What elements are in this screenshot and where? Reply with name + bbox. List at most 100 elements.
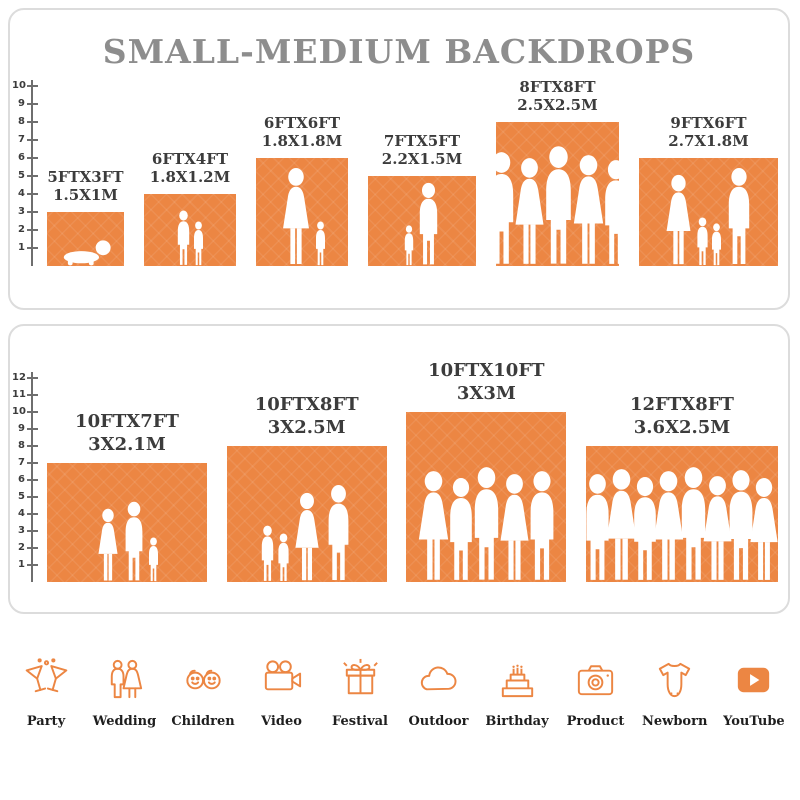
category-item-festival: Festival <box>328 656 392 729</box>
backdrop-bar-group: 6FTX6FT 1.8X1.8M <box>256 114 348 266</box>
child-silhouette <box>258 525 277 582</box>
backdrop-size-label: 12FTX8FT 3.6X2.5M <box>630 394 734 439</box>
backdrop-bar-group: 10FTX7FT 3X2.1M <box>47 411 207 582</box>
y-axis-tick-label: 4 <box>18 508 25 519</box>
size-m-label: 1.8X1.8M <box>261 132 343 151</box>
adult-silhouette <box>627 476 663 582</box>
people-silhouettes <box>639 167 778 266</box>
category-label: Video <box>261 714 302 729</box>
size-ft-label: 6FTX6FT <box>263 113 341 132</box>
female-silhouette <box>697 475 738 582</box>
y-axis-tick <box>27 445 38 447</box>
category-label: Party <box>26 714 66 729</box>
female-silhouette <box>661 174 696 266</box>
y-axis-tick <box>27 411 38 413</box>
adult-silhouette <box>120 501 148 582</box>
y-axis-tick <box>27 428 38 430</box>
size-m-label: 2.2X1.5M <box>381 150 463 169</box>
people-silhouettes <box>406 466 566 582</box>
adult-silhouette <box>674 466 713 582</box>
child-silhouette <box>275 533 292 582</box>
y-axis-tick-label: 12 <box>12 372 26 383</box>
y-axis-tick <box>27 377 38 379</box>
people-silhouettes <box>368 182 476 266</box>
y-axis-line <box>31 372 33 582</box>
y-axis: 1 2 3 4 5 6 7 8 9 10 11 12 <box>12 372 46 582</box>
y-axis-tick-label: 8 <box>18 440 25 451</box>
category-item-newborn: Newborn <box>642 656 707 729</box>
y-axis-tick <box>27 479 38 481</box>
y-axis-tick <box>27 496 38 498</box>
y-axis-tick <box>27 193 38 195</box>
party-icon <box>23 656 70 703</box>
adult-silhouette <box>523 470 561 582</box>
category-label: Product <box>566 714 625 729</box>
y-axis-tick <box>27 175 38 177</box>
backdrop-size-label: 10FTX10FT 3X3M <box>428 360 544 405</box>
female-silhouette <box>567 154 610 266</box>
y-axis-tick-label: 10 <box>12 406 26 417</box>
y-axis-line <box>31 80 33 266</box>
people-silhouettes <box>586 466 778 582</box>
backdrop-size-label: 8FTX8FT 2.5X2.5M <box>517 78 597 116</box>
category-item-video: Video <box>250 656 314 729</box>
adult-silhouette <box>467 466 506 582</box>
backdrop-bar <box>639 158 778 266</box>
panel-small-medium-bottom: 1 2 3 4 5 6 7 8 9 10 11 12 10FTX7FT 3X2.1M 10FTX8FT 3X2… <box>8 324 790 614</box>
y-axis-tick <box>27 462 38 464</box>
female-silhouette <box>509 157 550 266</box>
female-silhouette <box>94 508 122 582</box>
category-item-wedding: Wedding <box>93 656 157 729</box>
category-label: Children <box>171 714 235 729</box>
category-item-product: Product <box>564 656 628 729</box>
baby-silhouette <box>57 239 114 266</box>
size-ft-label: 10FTX7FT <box>75 411 179 432</box>
backdrop-bar <box>585 446 778 582</box>
category-item-youtube: YouTube <box>722 656 786 729</box>
adult-silhouette <box>722 469 760 582</box>
child-silhouette <box>694 217 711 266</box>
y-axis-tick-label: 4 <box>18 188 25 199</box>
category-item-birthday: Birthday <box>485 656 549 729</box>
size-m-label: 3X3M <box>456 382 516 404</box>
size-m-label: 2.7X1.8M <box>668 132 749 151</box>
y-axis-tick-label: 9 <box>18 423 25 434</box>
y-axis-tick <box>27 211 38 213</box>
female-silhouette <box>647 470 690 582</box>
outdoor-icon <box>415 656 462 703</box>
y-axis-tick-label: 9 <box>18 98 25 109</box>
y-axis-tick <box>27 513 38 515</box>
category-item-outdoor: Outdoor <box>407 656 471 729</box>
bars-row: 5FTX3FT 1.5X1M 6FTX4FT 1.8X1.2M 6FTX6FT 1.8X1… <box>47 78 778 266</box>
backdrop-size-label: 6FTX6FT 1.8X1.8M <box>262 114 342 152</box>
size-m-label: 1.8X1.2M <box>149 168 231 187</box>
adult-silhouette <box>538 145 579 266</box>
backdrop-bar <box>368 176 476 266</box>
backdrop-bar <box>47 212 124 266</box>
adult-silhouette <box>722 167 756 266</box>
category-label: Festival <box>332 714 388 729</box>
y-axis-tick-label: 10 <box>12 80 26 91</box>
people-silhouettes <box>256 167 348 266</box>
size-ft-label: 12FTX8FT <box>630 394 734 415</box>
size-m-label: 3X2.1M <box>88 433 166 455</box>
adult-silhouette <box>586 473 617 582</box>
y-axis-tick-label: 3 <box>18 525 25 536</box>
video-icon <box>258 656 305 703</box>
y-axis-tick <box>27 564 38 566</box>
size-m-label: 3X2.5M <box>267 416 346 438</box>
female-silhouette <box>600 468 643 582</box>
category-label: YouTube <box>723 714 785 729</box>
panel-small-medium-top: SMALL-MEDIUM BACKDROPS 1 2 3 4 5 6 7 8 9 10 5FTX3F… <box>8 8 790 310</box>
backdrop-bar <box>47 463 207 582</box>
child-silhouette <box>191 221 206 266</box>
y-axis-tick-label: 2 <box>18 224 25 235</box>
size-ft-label: 10FTX10FT <box>428 360 545 381</box>
adult-silhouette <box>496 151 521 266</box>
y-axis-tick <box>27 139 38 141</box>
size-ft-label: 10FTX8FT <box>254 394 359 415</box>
people-silhouettes <box>47 239 124 266</box>
child-silhouette <box>146 537 161 582</box>
backdrop-bar <box>226 446 387 582</box>
y-axis: 1 2 3 4 5 6 7 8 9 10 <box>12 80 46 266</box>
